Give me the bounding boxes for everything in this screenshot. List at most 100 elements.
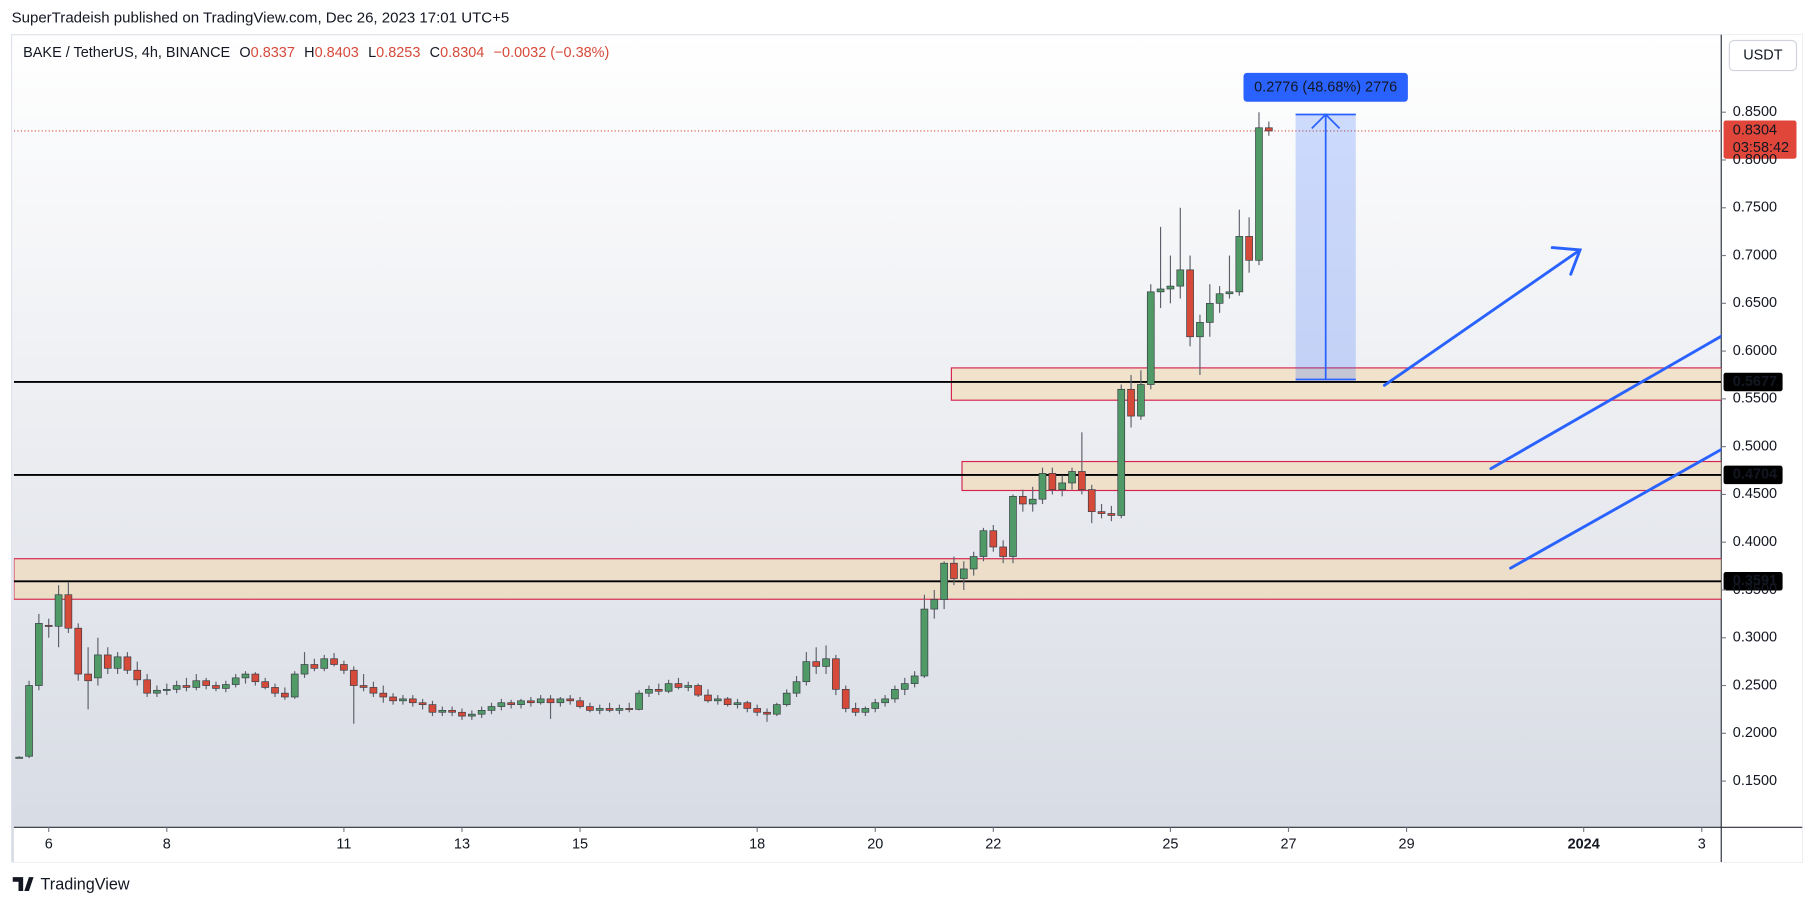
candle-body — [1009, 495, 1017, 557]
level-label-box — [1723, 572, 1783, 591]
candle-body — [645, 688, 653, 694]
currency-button[interactable] — [1728, 39, 1798, 72]
candle-body — [763, 711, 771, 715]
candle-body — [566, 698, 575, 702]
y-tick-label: 0.4500 — [1733, 486, 1777, 502]
y-tick-label: 0.6500 — [1733, 295, 1777, 311]
candle-body — [1196, 322, 1204, 338]
candle-body — [684, 685, 693, 688]
candle-body — [281, 692, 289, 698]
candle-body — [162, 688, 171, 691]
chart-frame — [10, 34, 1803, 863]
candle-body — [517, 700, 525, 705]
candle-body — [891, 688, 899, 700]
candle-body — [94, 654, 102, 679]
overlay: 0.5677 0.4704 0.3591 0.2776 (48.68%) 2776 0.… — [1243, 72, 1797, 591]
currency-label[interactable]: USDT — [1743, 47, 1783, 63]
change: −0.0032 (−0.38%) — [494, 45, 610, 61]
x-tick-label: 29 — [1399, 836, 1415, 852]
candle-body — [1019, 495, 1027, 505]
candle-body — [1058, 482, 1067, 490]
candle-body — [182, 685, 191, 688]
candle-body — [448, 710, 456, 713]
ohlc-value: 0.8403 — [315, 45, 359, 61]
countdown: 03:58:42 — [1733, 140, 1789, 156]
logo-mark — [12, 877, 34, 891]
x-tick-label: 8 — [163, 836, 171, 852]
candle-body — [576, 700, 584, 707]
measure-label-box — [1243, 72, 1408, 102]
candle-body — [507, 702, 515, 705]
candle-body — [143, 679, 151, 694]
candle-body — [1265, 127, 1273, 132]
level-label: 0.5677 — [1733, 374, 1777, 390]
candle-body — [1107, 513, 1116, 516]
candle-body — [1087, 489, 1096, 512]
candle-body — [202, 680, 210, 686]
candle-body — [1048, 473, 1057, 490]
candle-body — [1255, 127, 1263, 261]
candle-body — [605, 708, 614, 711]
ohlc-value: 0.8253 — [376, 45, 420, 61]
candle-body — [910, 675, 919, 684]
candle-body — [133, 669, 142, 681]
candle-body — [340, 664, 348, 671]
y-tick-label: 0.3500 — [1733, 582, 1777, 598]
candle-body — [54, 594, 63, 627]
candle-body — [44, 624, 53, 627]
x-tick-label: 3 — [1698, 836, 1706, 852]
level-label-box — [1723, 372, 1783, 392]
x-tick-label: 20 — [867, 836, 883, 852]
footer-logo: TradingView — [12, 875, 130, 893]
candle-body — [192, 680, 201, 688]
candle-body — [694, 685, 702, 696]
candle-body — [113, 656, 122, 669]
candle-body — [822, 658, 830, 667]
candle-body — [310, 664, 319, 669]
y-tick-label: 0.2500 — [1733, 677, 1777, 693]
candle-body — [399, 698, 407, 702]
candle-body — [1235, 236, 1244, 293]
candle-body — [438, 710, 447, 713]
candle-body — [753, 708, 761, 713]
candle-body — [25, 685, 33, 757]
candle-body — [477, 710, 486, 715]
candle-body — [1038, 473, 1047, 500]
candle-body — [300, 664, 309, 675]
candle-body — [674, 683, 683, 688]
candle-body — [950, 562, 958, 579]
candle-body — [1127, 388, 1135, 417]
candle-body — [468, 713, 476, 717]
candle-body — [625, 708, 634, 710]
candle-body — [369, 687, 378, 694]
arrow-line — [1509, 447, 1722, 570]
ohlc-value: 0.8337 — [251, 45, 295, 61]
candle-body — [802, 661, 811, 683]
time-axis — [13, 827, 1803, 863]
candle-body — [418, 702, 427, 705]
candle-body — [713, 698, 722, 702]
candle-body — [940, 562, 948, 600]
candle-body — [989, 530, 998, 548]
y-tick-label: 0.1500 — [1733, 773, 1777, 789]
brand: TradingView — [41, 875, 130, 893]
candle-body — [546, 698, 555, 704]
candle-body — [251, 673, 260, 683]
candle-body — [241, 673, 250, 679]
ohlc-label: C — [430, 45, 440, 61]
candle-body — [704, 694, 712, 702]
candle-body — [349, 669, 358, 686]
candle-body — [271, 687, 279, 694]
measure-label: 0.2776 (48.68%) 2776 — [1254, 80, 1397, 96]
candle-body — [733, 702, 742, 705]
supply-demand-zone — [961, 460, 1722, 492]
candle-body — [900, 683, 909, 690]
candle-body — [153, 689, 161, 694]
y-tick-label: 0.8500 — [1733, 104, 1777, 120]
y-tick-label: 0.8000 — [1733, 152, 1777, 168]
candle-body — [408, 698, 417, 704]
candle-body — [1176, 269, 1185, 287]
candle-body — [812, 661, 821, 667]
candle-body — [359, 685, 368, 688]
